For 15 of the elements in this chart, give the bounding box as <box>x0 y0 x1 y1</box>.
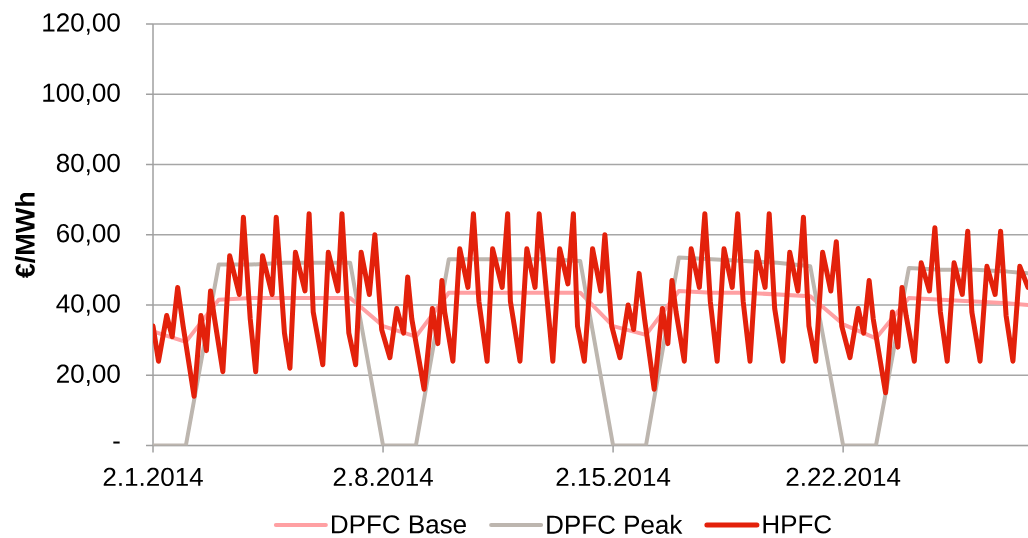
x-tick-label: 2.8.2014 <box>333 467 433 487</box>
y-axis-title: €/MWh <box>14 192 36 279</box>
x-tick-label: 2.22.2014 <box>786 467 901 487</box>
legend-label: DPFC Peak <box>547 514 683 534</box>
x-tick-label: 2.1.2014 <box>103 467 203 487</box>
y-tick-label: 40,00 <box>56 294 120 316</box>
x-tick-label: 2.15.2014 <box>556 467 671 487</box>
legend-label: HPFC <box>763 515 832 534</box>
legend-label: DPFC Base <box>332 515 466 534</box>
y-tick-label: - <box>113 441 120 444</box>
y-tick-label: 120,00 <box>43 13 120 35</box>
y-tick-label: 20,00 <box>57 364 120 386</box>
y-tick-label: 60,00 <box>57 223 120 246</box>
y-tick-label: 80,00 <box>56 153 120 176</box>
y-tick-label: 100,00 <box>43 83 120 105</box>
